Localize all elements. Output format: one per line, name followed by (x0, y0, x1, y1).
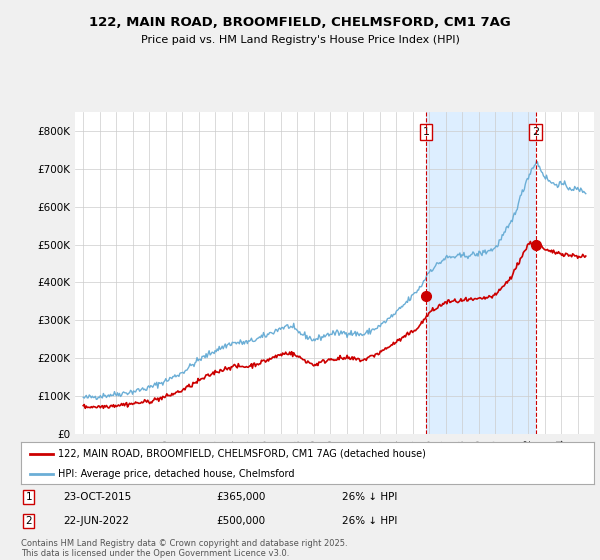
Text: £365,000: £365,000 (216, 492, 265, 502)
Text: £500,000: £500,000 (216, 516, 265, 526)
Text: 26% ↓ HPI: 26% ↓ HPI (342, 492, 397, 502)
Text: 122, MAIN ROAD, BROOMFIELD, CHELMSFORD, CM1 7AG (detached house): 122, MAIN ROAD, BROOMFIELD, CHELMSFORD, … (58, 449, 426, 459)
Bar (426, 112, 536, 434)
Text: 2: 2 (25, 516, 32, 526)
Text: 26% ↓ HPI: 26% ↓ HPI (342, 516, 397, 526)
Text: Contains HM Land Registry data © Crown copyright and database right 2025.
This d: Contains HM Land Registry data © Crown c… (21, 539, 347, 558)
Text: 23-OCT-2015: 23-OCT-2015 (63, 492, 131, 502)
Text: Price paid vs. HM Land Registry's House Price Index (HPI): Price paid vs. HM Land Registry's House … (140, 35, 460, 45)
Text: 122, MAIN ROAD, BROOMFIELD, CHELMSFORD, CM1 7AG: 122, MAIN ROAD, BROOMFIELD, CHELMSFORD, … (89, 16, 511, 29)
Text: 22-JUN-2022: 22-JUN-2022 (63, 516, 129, 526)
Text: HPI: Average price, detached house, Chelmsford: HPI: Average price, detached house, Chel… (58, 469, 295, 479)
Text: 1: 1 (422, 127, 430, 137)
Text: 1: 1 (25, 492, 32, 502)
Text: 2: 2 (532, 127, 539, 137)
